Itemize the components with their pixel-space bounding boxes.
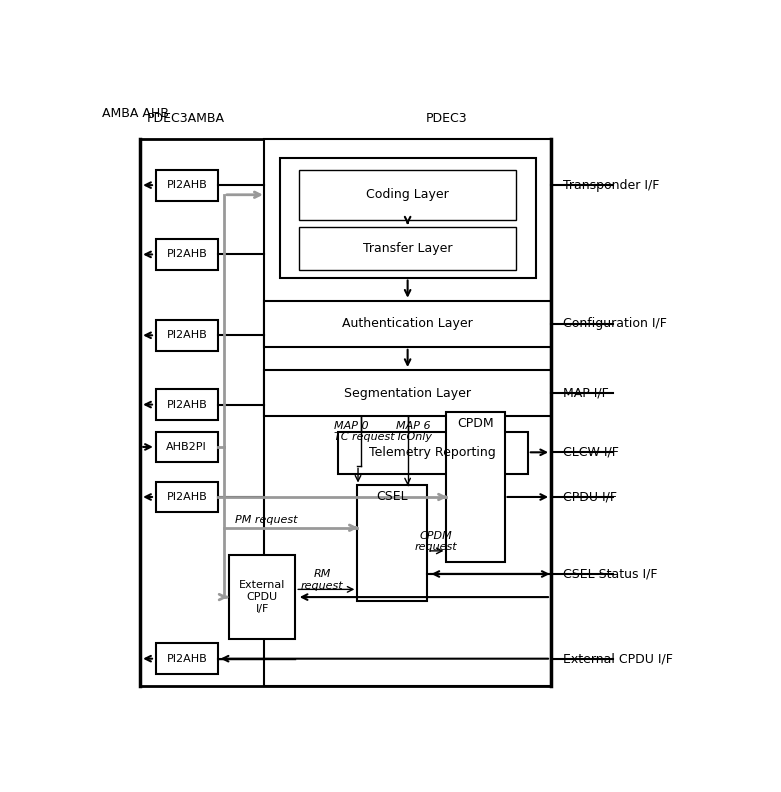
Text: Authentication Layer: Authentication Layer: [342, 318, 473, 330]
Text: Coding Layer: Coding Layer: [366, 188, 449, 201]
Text: Segmentation Layer: Segmentation Layer: [344, 386, 471, 399]
Bar: [155, 169, 218, 200]
Bar: [338, 432, 528, 474]
Text: CLCW I/F: CLCW I/F: [562, 446, 619, 459]
Text: MAP I/F: MAP I/F: [562, 386, 608, 399]
Text: CPDU I/F: CPDU I/F: [562, 490, 617, 504]
Text: AMBA AHB: AMBA AHB: [102, 107, 169, 120]
Text: PDEC3AMBA: PDEC3AMBA: [147, 112, 224, 125]
Text: RM
request: RM request: [301, 569, 344, 591]
Text: PI2AHB: PI2AHB: [166, 492, 207, 502]
Text: External
CPDU
I/F: External CPDU I/F: [239, 581, 286, 614]
Bar: [357, 485, 427, 601]
Text: AHB2PI: AHB2PI: [166, 442, 207, 452]
Text: PDEC3: PDEC3: [426, 112, 467, 125]
Bar: [155, 320, 218, 351]
Text: CSEL: CSEL: [376, 490, 408, 504]
Bar: [299, 227, 516, 270]
Bar: [155, 482, 218, 512]
Text: MAP 0
TC request: MAP 0 TC request: [334, 421, 394, 442]
Text: MAP 6
TcOnly: MAP 6 TcOnly: [396, 421, 433, 442]
Text: PM request: PM request: [235, 515, 298, 525]
Bar: [155, 643, 218, 674]
Bar: [264, 139, 551, 686]
Bar: [155, 389, 218, 420]
Text: Configuration I/F: Configuration I/F: [562, 318, 666, 330]
Text: Transfer Layer: Transfer Layer: [363, 242, 452, 255]
Bar: [280, 158, 536, 277]
Text: PI2AHB: PI2AHB: [166, 330, 207, 341]
Text: PI2AHB: PI2AHB: [166, 180, 207, 190]
Bar: [230, 554, 295, 639]
Text: CPDM: CPDM: [457, 417, 494, 430]
Text: PI2AHB: PI2AHB: [166, 400, 207, 409]
Bar: [155, 432, 218, 463]
Text: PI2AHB: PI2AHB: [166, 653, 207, 664]
Bar: [141, 139, 551, 686]
Text: CSEL Status I/F: CSEL Status I/F: [562, 568, 657, 581]
Text: PI2AHB: PI2AHB: [166, 249, 207, 260]
Bar: [264, 301, 551, 347]
Bar: [155, 239, 218, 270]
Bar: [264, 370, 551, 416]
Bar: [447, 413, 505, 562]
Bar: [299, 169, 516, 219]
Text: Telemetry Reporting: Telemetry Reporting: [369, 446, 496, 459]
Text: External CPDU I/F: External CPDU I/F: [562, 652, 672, 665]
Text: Transponder I/F: Transponder I/F: [562, 179, 659, 192]
Text: CPDM
request: CPDM request: [415, 531, 458, 553]
